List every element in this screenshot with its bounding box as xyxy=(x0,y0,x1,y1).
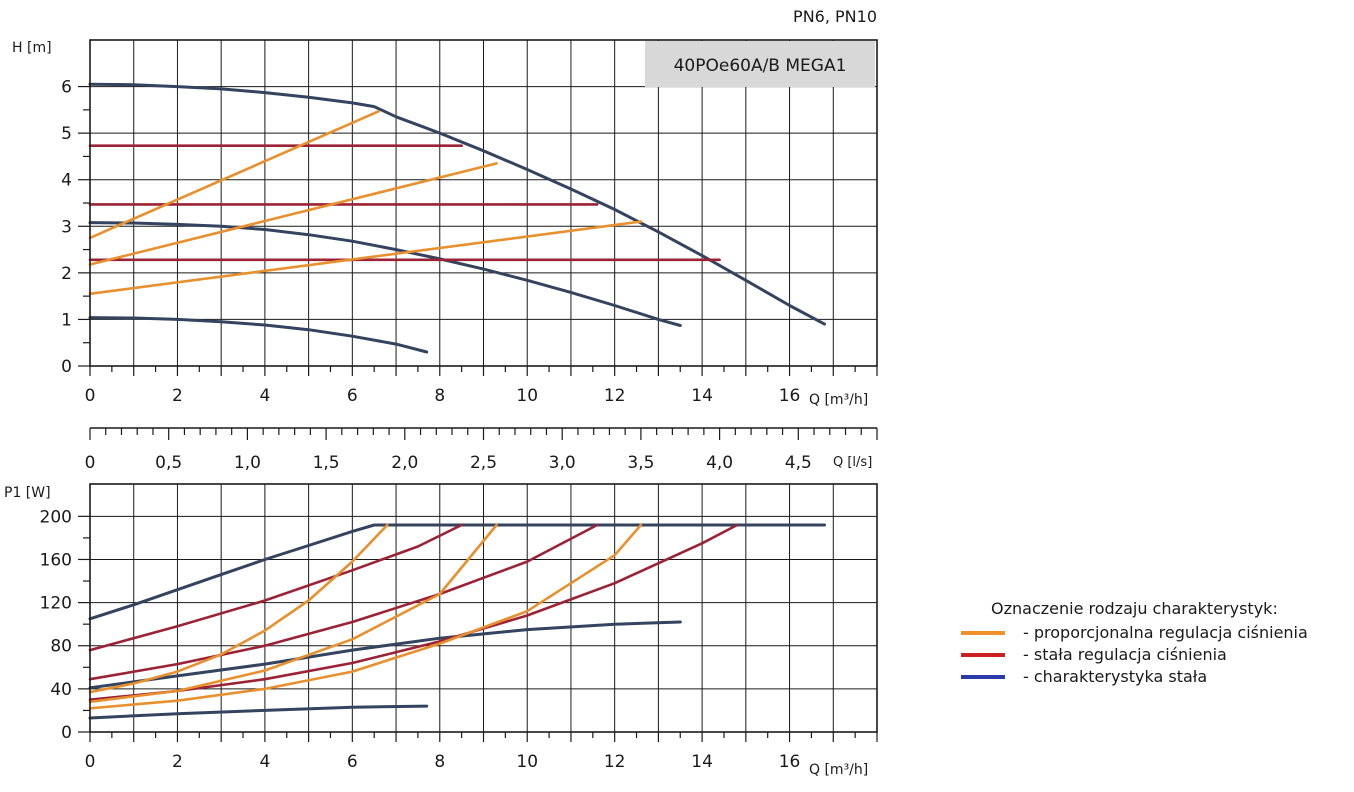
series-proportional-7 xyxy=(88,523,498,704)
y-tick-label: 0 xyxy=(61,723,72,743)
x-tick-label: 14 xyxy=(691,386,713,406)
flow-ls-tick-label: 1,0 xyxy=(234,453,261,473)
y-tick-label: 120 xyxy=(40,594,72,614)
series-constant-speed-1 xyxy=(88,221,682,327)
series-constant-speed-2 xyxy=(88,704,429,720)
x-tick-label: 0 xyxy=(85,386,96,406)
y-tick-label: 40 xyxy=(50,680,72,700)
power-chart-frame xyxy=(78,483,878,742)
x-tick-label: 6 xyxy=(347,752,358,772)
x-tick-label: 8 xyxy=(434,752,445,772)
flow-ls-tick-label: 3,0 xyxy=(549,453,576,473)
series-proportional-8 xyxy=(88,523,643,710)
x-tick-label: 12 xyxy=(604,386,626,406)
series-constant-speed-0 xyxy=(88,82,826,326)
legend-label-proportional: - proporcjonalna regulacja ciśnienia xyxy=(1023,623,1308,642)
x-tick-label: 4 xyxy=(259,386,270,406)
flow-ls-tick-label: 2,5 xyxy=(470,453,497,473)
flow-ls-tick-label: 4,0 xyxy=(706,453,733,473)
head-chart-grid xyxy=(89,40,878,367)
head-chart-x-axis-label: Q [m³/h] xyxy=(809,392,868,408)
series-constant-speed-2 xyxy=(88,316,429,354)
y-tick-label: 1 xyxy=(61,310,72,330)
power-axis-label: P1 [W] xyxy=(4,485,51,501)
x-tick-label: 16 xyxy=(779,752,801,772)
flow-ls-tick-label: 3,5 xyxy=(627,453,654,473)
y-tick-label: 5 xyxy=(61,124,72,144)
y-tick-label: 2 xyxy=(61,264,72,284)
y-tick-label: 80 xyxy=(50,637,72,657)
legend-title: Oznaczenie rodzaju charakterystyk: xyxy=(991,599,1278,618)
x-tick-label: 16 xyxy=(779,386,801,406)
series-constant-pressure-3 xyxy=(88,523,463,652)
flow-ls-tick-label: 1,5 xyxy=(313,453,340,473)
flow-ls-tick-label: 0 xyxy=(85,453,96,473)
x-tick-label: 6 xyxy=(347,386,358,406)
power-chart-x-axis-label: Q [m³/h] xyxy=(809,762,868,778)
x-tick-label: 2 xyxy=(172,752,183,772)
legend-label-constant-speed: - charakterystyka stała xyxy=(1023,667,1207,686)
head-axis-label: H [m] xyxy=(12,40,52,56)
series-proportional-8 xyxy=(88,220,643,296)
series-constant-speed-0 xyxy=(88,523,826,621)
series-proportional-6 xyxy=(88,523,389,694)
series-constant-pressure-4 xyxy=(88,523,599,681)
x-tick-label: 14 xyxy=(691,752,713,772)
model-label: 40POe60A/B MEGA1 xyxy=(674,56,847,76)
x-tick-label: 0 xyxy=(85,752,96,772)
head-chart-series xyxy=(88,82,826,354)
series-constant-speed-1 xyxy=(88,620,682,690)
power-chart-grid xyxy=(89,484,878,733)
y-tick-label: 160 xyxy=(40,550,72,570)
y-tick-label: 4 xyxy=(61,171,72,191)
legend: Oznaczenie rodzaju charakterystyk: - pro… xyxy=(961,599,1308,686)
power-chart-series xyxy=(88,523,826,720)
series-proportional-6 xyxy=(88,110,380,240)
series-proportional-7 xyxy=(88,162,498,266)
x-tick-label: 2 xyxy=(172,386,183,406)
x-tick-label: 10 xyxy=(516,386,538,406)
x-tick-label: 8 xyxy=(434,386,445,406)
flow-ls-axis: 0 0,5 1,0 1,5 2,0 2,5 3,0 3,5 4,0 4,5 xyxy=(85,427,878,473)
legend-label-constant-pressure: - stała regulacja ciśnienia xyxy=(1023,645,1227,664)
y-tick-label: 200 xyxy=(40,507,72,527)
series-constant-pressure-5 xyxy=(88,523,739,702)
pressure-class-label: PN6, PN10 xyxy=(793,7,877,26)
x-tick-label: 12 xyxy=(604,752,626,772)
flow-ls-tick-label: 4,5 xyxy=(785,453,812,473)
flow-ls-tick-label: 0,5 xyxy=(155,453,182,473)
x-tick-label: 10 xyxy=(516,752,538,772)
flow-ls-axis-label: Q [l/s] xyxy=(833,455,872,470)
flow-ls-tick-label: 2,0 xyxy=(391,453,418,473)
x-tick-label: 4 xyxy=(259,752,270,772)
y-tick-label: 3 xyxy=(61,217,72,237)
y-tick-label: 6 xyxy=(61,78,72,98)
head-chart-frame xyxy=(78,39,878,376)
model-box xyxy=(645,41,875,87)
y-tick-label: 0 xyxy=(61,357,72,377)
